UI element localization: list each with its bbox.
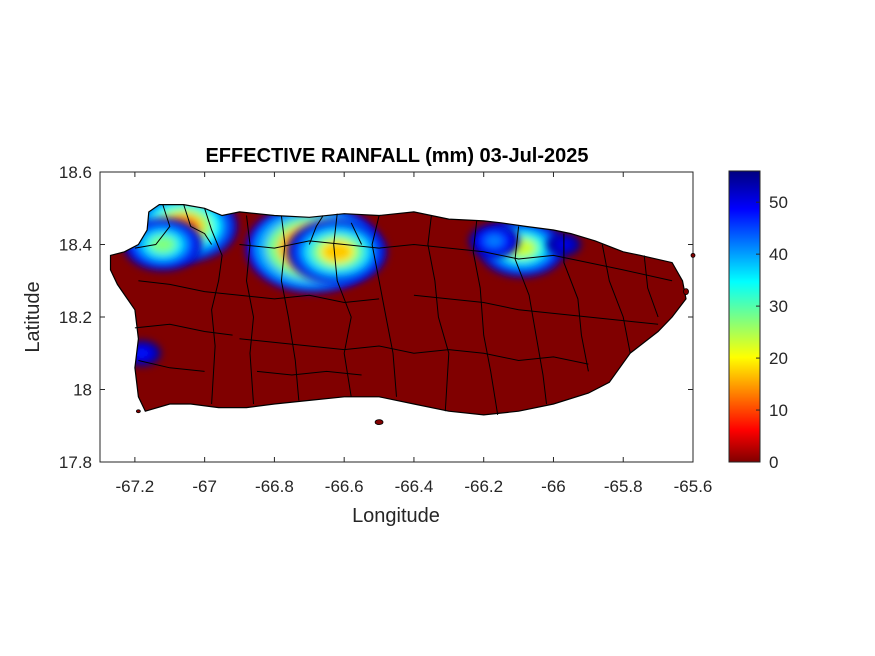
x-tick-label: -67 xyxy=(192,477,217,496)
y-axis-label: Latitude xyxy=(22,281,44,352)
x-tick-label: -65.6 xyxy=(674,477,713,496)
municipality-boundary xyxy=(563,233,589,372)
municipality-boundary xyxy=(134,323,233,336)
municipality-boundary xyxy=(239,240,673,282)
colorbar-tick-label: 20 xyxy=(769,349,788,368)
municipality-boundary xyxy=(643,255,659,318)
municipality-boundary xyxy=(601,244,631,354)
colorbar xyxy=(728,170,761,463)
municipality-boundary xyxy=(256,370,362,376)
x-tick-label: -66 xyxy=(541,477,566,496)
rainfall-contour xyxy=(136,349,148,357)
colorbar-tick-label: 30 xyxy=(769,297,788,316)
y-tick-label: 18.4 xyxy=(59,236,92,255)
colorbar-tick-label: 40 xyxy=(769,245,788,264)
rainfall-hotspot xyxy=(468,223,520,258)
x-tick-label: -66.4 xyxy=(395,477,434,496)
colorbar-ticks: 0 10 20 30 40 50 xyxy=(756,193,788,472)
municipality-boundary xyxy=(472,220,499,415)
municipality-boundary xyxy=(333,213,352,397)
y-tick-label: 18 xyxy=(73,381,92,400)
municipality-boundary xyxy=(350,222,363,245)
x-tick-label: -65.8 xyxy=(604,477,643,496)
x-tick-label: -66.2 xyxy=(464,477,503,496)
rainfall-contour xyxy=(151,237,174,252)
islet xyxy=(690,252,696,258)
rainfall-hotspot xyxy=(123,218,203,271)
x-tick-label: -66.6 xyxy=(325,477,364,496)
x-axis: -67.2 -67 -66.8 -66.6 -66.4 -66.2 -66 -65.8 -65.… xyxy=(116,172,713,496)
municipality-boundary xyxy=(308,215,324,245)
chart-title: EFFECTIVE RAINFALL (mm) 03-Jul-2025 xyxy=(205,145,588,167)
municipality-boundary xyxy=(280,215,300,401)
municipality-boundary xyxy=(371,215,397,397)
municipality-boundary xyxy=(245,215,255,405)
municipality-boundary xyxy=(138,360,205,372)
municipality-boundaries xyxy=(134,204,673,415)
y-tick-label: 18.2 xyxy=(59,308,92,327)
y-tick-label: 18.6 xyxy=(59,163,92,182)
municipality-boundary xyxy=(138,280,380,304)
municipality-boundary xyxy=(183,204,213,245)
colorbar-tick-label: 0 xyxy=(769,453,778,472)
island-coastline xyxy=(109,204,687,416)
islet xyxy=(683,288,689,296)
offshore-islets xyxy=(135,252,696,426)
rainfall-contour xyxy=(323,242,352,262)
x-tick-label: -66.8 xyxy=(255,477,294,496)
municipality-boundary xyxy=(427,215,450,412)
municipality-boundary xyxy=(413,294,659,325)
y-tick-label: 17.8 xyxy=(59,453,92,472)
municipality-boundary xyxy=(204,208,223,405)
islet xyxy=(374,419,384,426)
rainfall-contour xyxy=(486,236,502,246)
municipality-boundary xyxy=(134,204,171,249)
x-tick-label: -67.2 xyxy=(116,477,155,496)
rainfall-hotspot xyxy=(287,218,387,285)
colorbar-tick-label: 50 xyxy=(769,193,788,212)
municipality-boundary xyxy=(239,338,589,365)
colorbar-tick-label: 10 xyxy=(769,401,788,420)
municipality-boundary xyxy=(514,226,547,405)
islet xyxy=(135,409,141,414)
y-axis: 17.8 18 18.2 18.4 18.6 xyxy=(59,163,693,472)
x-axis-label: Longitude xyxy=(352,505,440,527)
